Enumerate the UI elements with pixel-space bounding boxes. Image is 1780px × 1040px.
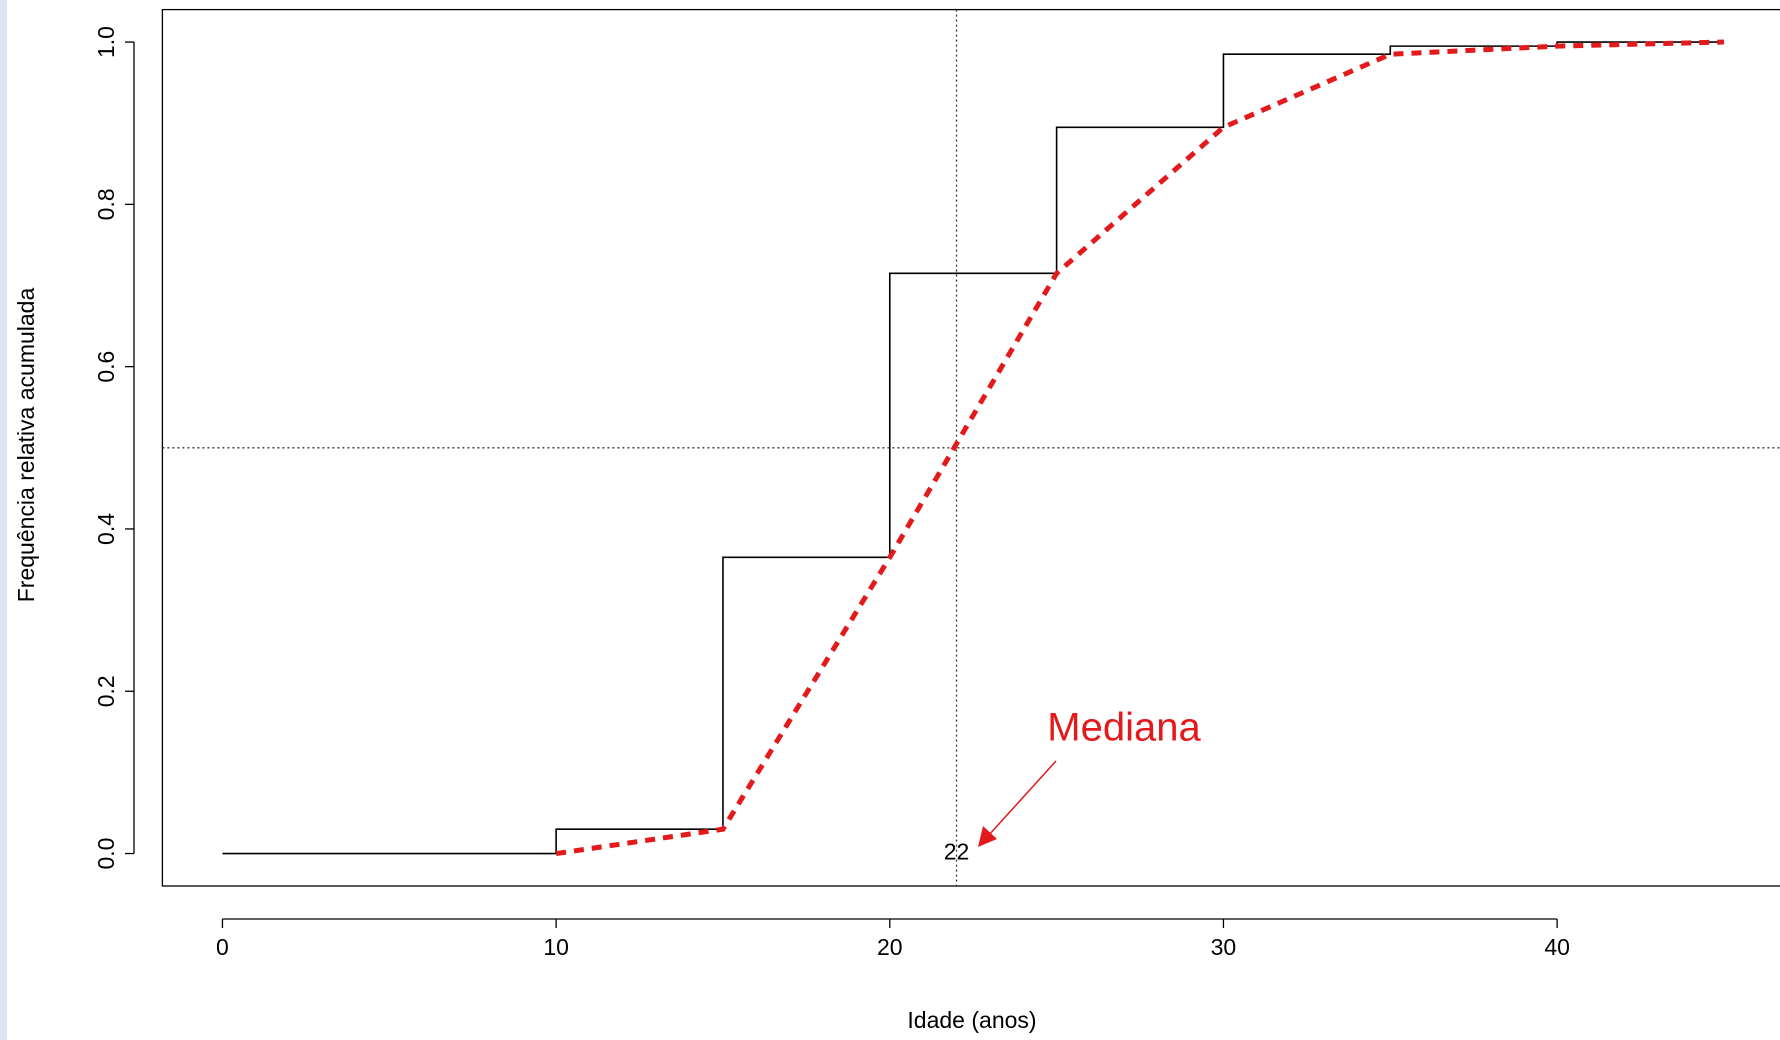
ogive-line bbox=[555, 39, 1725, 857]
annotation: Mediana bbox=[1047, 706, 1201, 750]
x-tick-label: 40 bbox=[1544, 934, 1570, 960]
annotation-arrow bbox=[987, 760, 1057, 837]
x-tick-label: 10 bbox=[543, 934, 569, 960]
y-tick-label: 1.0 bbox=[93, 26, 119, 58]
x-tick-label: 0 bbox=[216, 934, 229, 960]
y-tick-label: 0.2 bbox=[93, 675, 119, 707]
median-label: 22 bbox=[944, 839, 970, 865]
side-strip bbox=[0, 0, 7, 1040]
y-tick-label: 0.8 bbox=[93, 188, 119, 220]
ecdf-step-line bbox=[222, 41, 1724, 855]
x-axis-label: Idade (anos) bbox=[907, 1007, 1036, 1033]
x-tick-label: 30 bbox=[1211, 934, 1237, 960]
y-tick-label: 0.6 bbox=[93, 351, 119, 383]
x-tick-label: 20 bbox=[877, 934, 903, 960]
y-tick-label: 0.0 bbox=[93, 838, 119, 870]
annotation-arrowhead bbox=[978, 826, 997, 847]
plot-frame bbox=[161, 8, 1780, 887]
y-axis-label: Frequência relativa acumulada bbox=[13, 288, 39, 603]
y-tick-label: 0.4 bbox=[93, 513, 119, 545]
